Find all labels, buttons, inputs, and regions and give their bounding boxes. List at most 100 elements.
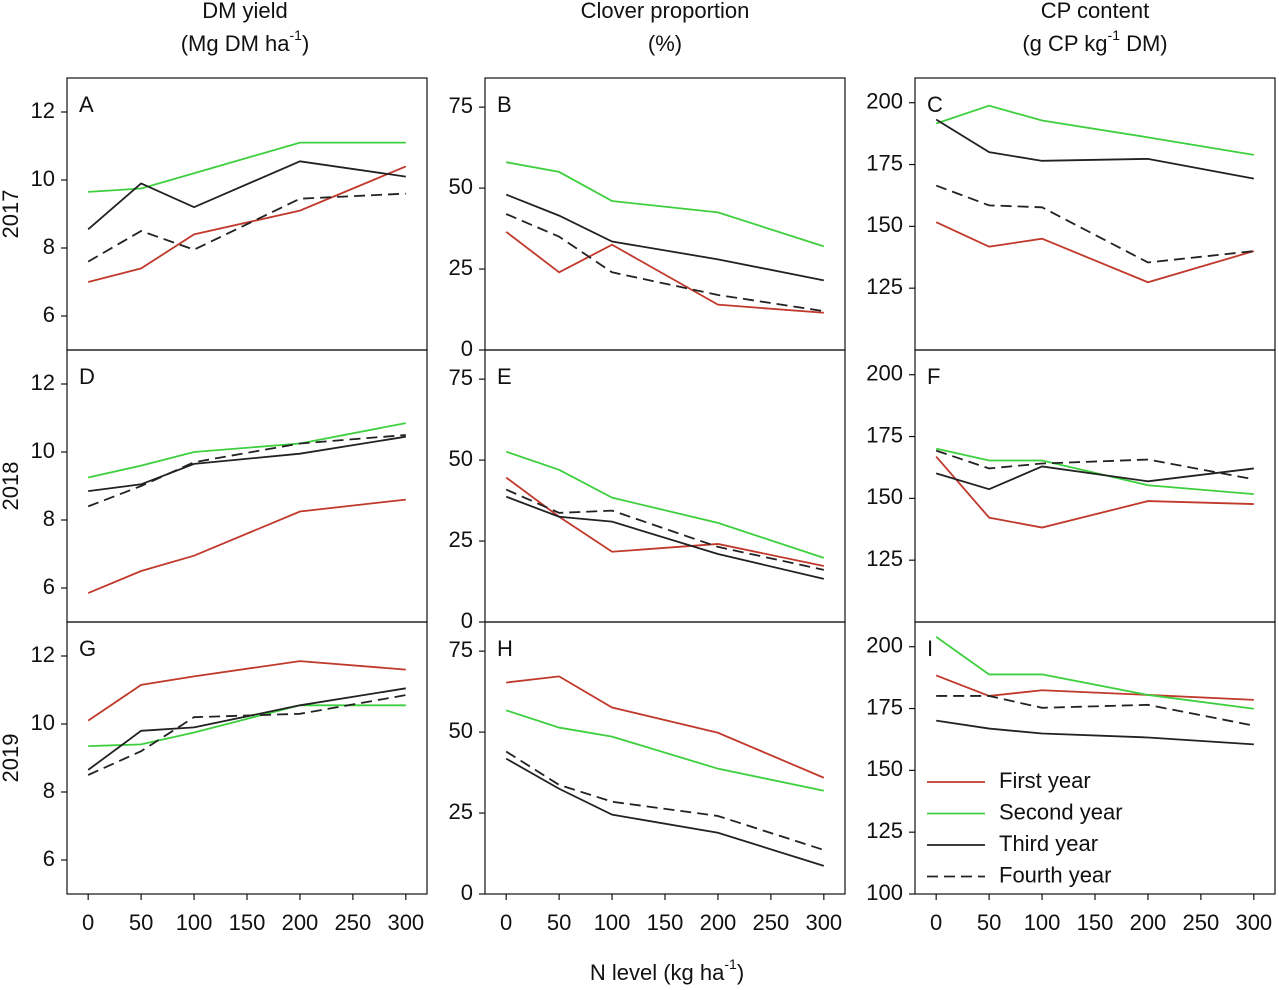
x-tick-label: 50 <box>129 910 153 935</box>
series-line <box>88 704 406 747</box>
x-tick-label: 250 <box>1183 910 1220 935</box>
y-tick-label: 50 <box>449 174 473 199</box>
x-tick-label: 200 <box>700 910 737 935</box>
legend-label: First year <box>999 768 1091 793</box>
series-line <box>505 750 825 851</box>
series-line <box>505 488 825 571</box>
series-line <box>935 221 1255 284</box>
series-line <box>88 435 406 492</box>
y-tick-label: 175 <box>866 694 903 719</box>
x-tick-label: 150 <box>229 910 266 935</box>
series-line <box>936 719 1254 746</box>
series-line <box>87 694 406 776</box>
y-tick-label: 200 <box>866 361 903 386</box>
y-tick-label: 175 <box>866 422 903 447</box>
y-tick-label: 6 <box>43 574 55 599</box>
series-line <box>935 455 1254 529</box>
y-tick-label: 75 <box>449 365 473 390</box>
row-label: 2018 <box>0 462 23 511</box>
series-line <box>87 160 406 230</box>
plot-frame <box>484 349 846 623</box>
panel-label: G <box>79 636 96 661</box>
column-unit: (g CP kg-1 DM) <box>1022 27 1167 56</box>
y-tick-label: 8 <box>43 778 55 803</box>
y-tick-label: 12 <box>31 370 55 395</box>
unit-tail: DM) <box>1120 31 1168 56</box>
y-tick-label: 125 <box>866 274 903 299</box>
series-line <box>935 636 1254 710</box>
unit-sup: -1 <box>1108 27 1121 43</box>
panel-label: H <box>497 636 513 661</box>
unit-text: (%) <box>648 31 682 56</box>
x-tick-label: 0 <box>82 910 94 935</box>
series-line <box>505 193 824 282</box>
panel-label: B <box>497 92 512 117</box>
x-tick-label: 100 <box>594 910 631 935</box>
plot-frame <box>66 621 428 895</box>
y-tick-label: 0 <box>461 880 473 905</box>
y-tick-label: 6 <box>43 846 55 871</box>
row-label: 2019 <box>0 734 23 783</box>
y-tick-label: 125 <box>866 546 903 571</box>
x-tick-label: 150 <box>647 910 684 935</box>
y-tick-label: 25 <box>449 527 473 552</box>
x-tick-label: 250 <box>753 910 790 935</box>
y-tick-label: 10 <box>31 710 55 735</box>
x-tick-label: 50 <box>977 910 1001 935</box>
series-line <box>87 660 406 722</box>
y-tick-label: 200 <box>866 89 903 114</box>
x-label-tail: ) <box>737 960 744 985</box>
column-unit: (%) <box>648 31 682 56</box>
series-line <box>935 447 1254 496</box>
series-line <box>935 104 1254 156</box>
series-line <box>506 675 825 779</box>
series-line <box>505 231 824 314</box>
y-tick-label: 150 <box>866 484 903 509</box>
y-tick-label: 10 <box>31 438 55 463</box>
unit-text: (g CP kg <box>1022 31 1107 56</box>
legend-label: Third year <box>999 831 1098 856</box>
y-tick-label: 12 <box>31 642 55 667</box>
series-line <box>505 213 824 313</box>
series-line <box>505 709 825 792</box>
x-tick-label: 150 <box>1077 910 1114 935</box>
y-tick-label: 50 <box>449 446 473 471</box>
legend-label: Fourth year <box>999 862 1112 887</box>
x-tick-label: 0 <box>500 910 512 935</box>
series-line <box>88 141 406 193</box>
plot-frame <box>914 77 1276 351</box>
series-line <box>505 476 825 567</box>
series-line <box>505 495 825 580</box>
y-tick-label: 0 <box>461 336 473 361</box>
series-line <box>87 165 407 283</box>
x-tick-label: 300 <box>387 910 424 935</box>
series-line <box>935 118 1254 180</box>
x-tick-label: 200 <box>1130 910 1167 935</box>
series-line <box>87 192 406 263</box>
legend-label: Second year <box>999 799 1123 824</box>
panel-label: E <box>497 364 512 389</box>
x-tick-label: 300 <box>1235 910 1272 935</box>
y-tick-label: 0 <box>461 608 473 633</box>
x-label-text: N level (kg ha <box>590 960 725 985</box>
x-tick-label: 100 <box>176 910 213 935</box>
y-tick-label: 200 <box>866 633 903 658</box>
plot-frame <box>66 77 428 351</box>
series-line <box>935 465 1254 491</box>
x-tick-label: 250 <box>335 910 372 935</box>
y-tick-label: 8 <box>43 234 55 259</box>
row-label: 2017 <box>0 190 23 239</box>
panel-label: C <box>927 92 943 117</box>
x-axis-label: N level (kg ha-1) <box>590 956 744 985</box>
y-tick-label: 6 <box>43 302 55 327</box>
y-tick-label: 25 <box>449 799 473 824</box>
y-tick-label: 75 <box>449 637 473 662</box>
column-title: DM yield <box>202 0 288 23</box>
y-tick-label: 25 <box>449 255 473 280</box>
series-line <box>87 498 406 594</box>
series-line <box>506 161 825 248</box>
unit-sup: -1 <box>290 27 303 43</box>
series-line <box>936 695 1254 727</box>
y-tick-label: 175 <box>866 150 903 175</box>
